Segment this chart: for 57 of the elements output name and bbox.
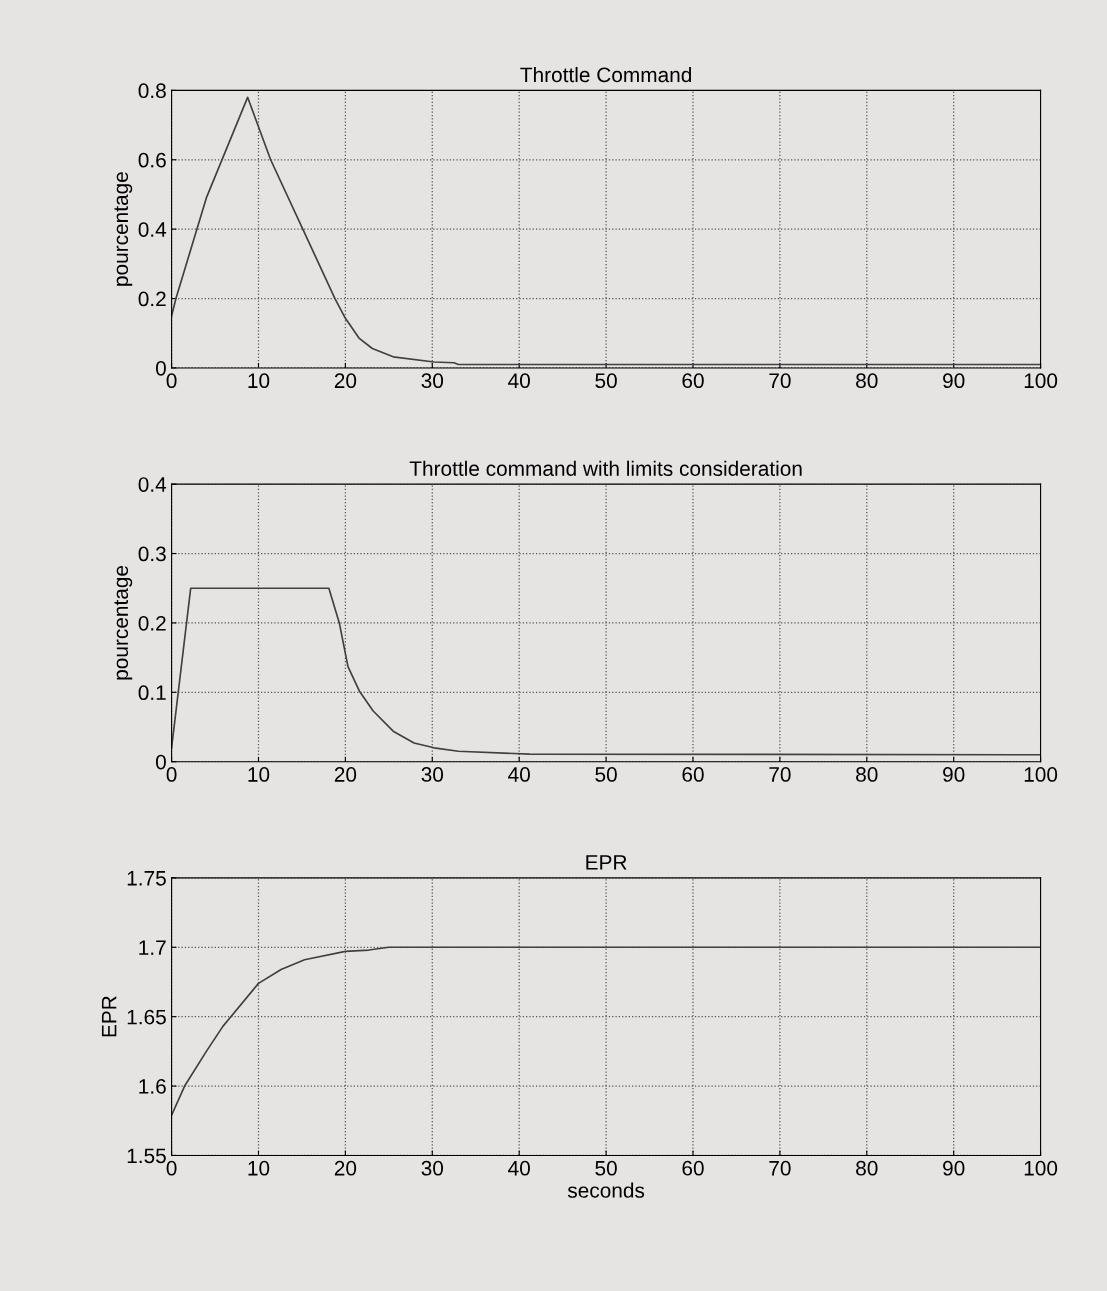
x-tick-label: 40 <box>508 1160 530 1176</box>
y-tick-label: 0 <box>155 754 166 770</box>
x-tick-label: 20 <box>334 1160 357 1176</box>
y-tick-label: 0.4 <box>138 477 167 492</box>
y-tick-label: 0.2 <box>138 291 166 307</box>
x-tick-label: 40 <box>508 373 530 389</box>
x-tick-label: 50 <box>595 767 617 782</box>
y-axis-title: pourcentage <box>114 172 133 286</box>
x-tick-label: 20 <box>334 373 357 389</box>
y-tick-label: 0.6 <box>138 152 166 168</box>
x-tick-label: 40 <box>508 767 530 782</box>
y-tick-label: 0.1 <box>138 685 166 701</box>
line-series <box>171 946 1041 1117</box>
y-axis-title: EPR <box>101 996 117 1037</box>
x-tick-label: 0 <box>166 373 177 389</box>
chart-title: Throttle command with limits consideration <box>409 460 802 476</box>
x-tick-label: 100 <box>1024 1160 1058 1176</box>
x-tick-label: 100 <box>1024 767 1058 782</box>
y-tick-label: 1.55 <box>127 1148 166 1164</box>
x-tick-label: 10 <box>248 767 270 782</box>
x-tick-label: 50 <box>595 1160 617 1176</box>
x-tick-label: 80 <box>856 767 878 782</box>
chart-title: Throttle Command <box>520 66 691 83</box>
x-tick-label: 80 <box>856 1160 878 1176</box>
x-tick-label: 30 <box>421 767 444 782</box>
x-tick-label: 70 <box>769 373 791 389</box>
x-tick-label: 70 <box>769 1160 791 1176</box>
x-tick-label: 80 <box>856 373 878 389</box>
x-tick-label: 60 <box>682 1160 704 1176</box>
y-tick-label: 0 <box>155 360 166 376</box>
x-tick-label: 60 <box>682 373 704 389</box>
x-axis-title: seconds <box>567 1182 645 1198</box>
x-tick-label: 10 <box>248 373 270 389</box>
y-tick-label: 1.65 <box>127 1009 166 1025</box>
x-tick-label: 90 <box>943 1160 965 1176</box>
y-axis-title: pourcentage <box>114 565 133 680</box>
y-tick-label: 0.2 <box>138 615 166 631</box>
x-tick-label: 20 <box>334 767 357 782</box>
y-tick-label: 0.4 <box>138 222 167 237</box>
x-tick-label: 0 <box>166 767 177 782</box>
x-tick-label: 30 <box>421 1160 444 1176</box>
x-tick-label: 50 <box>595 373 617 389</box>
x-tick-label: 90 <box>943 767 965 782</box>
x-tick-label: 0 <box>166 1160 177 1176</box>
x-tick-label: 10 <box>248 1160 270 1176</box>
x-tick-label: 70 <box>769 767 791 782</box>
y-tick-label: 0.3 <box>138 546 166 562</box>
chart-title: EPR <box>586 855 627 870</box>
y-tick-label: 1.7 <box>139 940 166 955</box>
y-tick-label: 0.8 <box>138 83 166 99</box>
y-tick-label: 1.75 <box>127 871 166 886</box>
x-tick-label: 30 <box>421 373 444 389</box>
x-tick-label: 60 <box>682 767 704 782</box>
line-series <box>171 587 1041 756</box>
x-tick-label: 100 <box>1024 373 1058 389</box>
x-tick-label: 90 <box>943 373 965 389</box>
y-tick-label: 1.6 <box>139 1079 166 1094</box>
